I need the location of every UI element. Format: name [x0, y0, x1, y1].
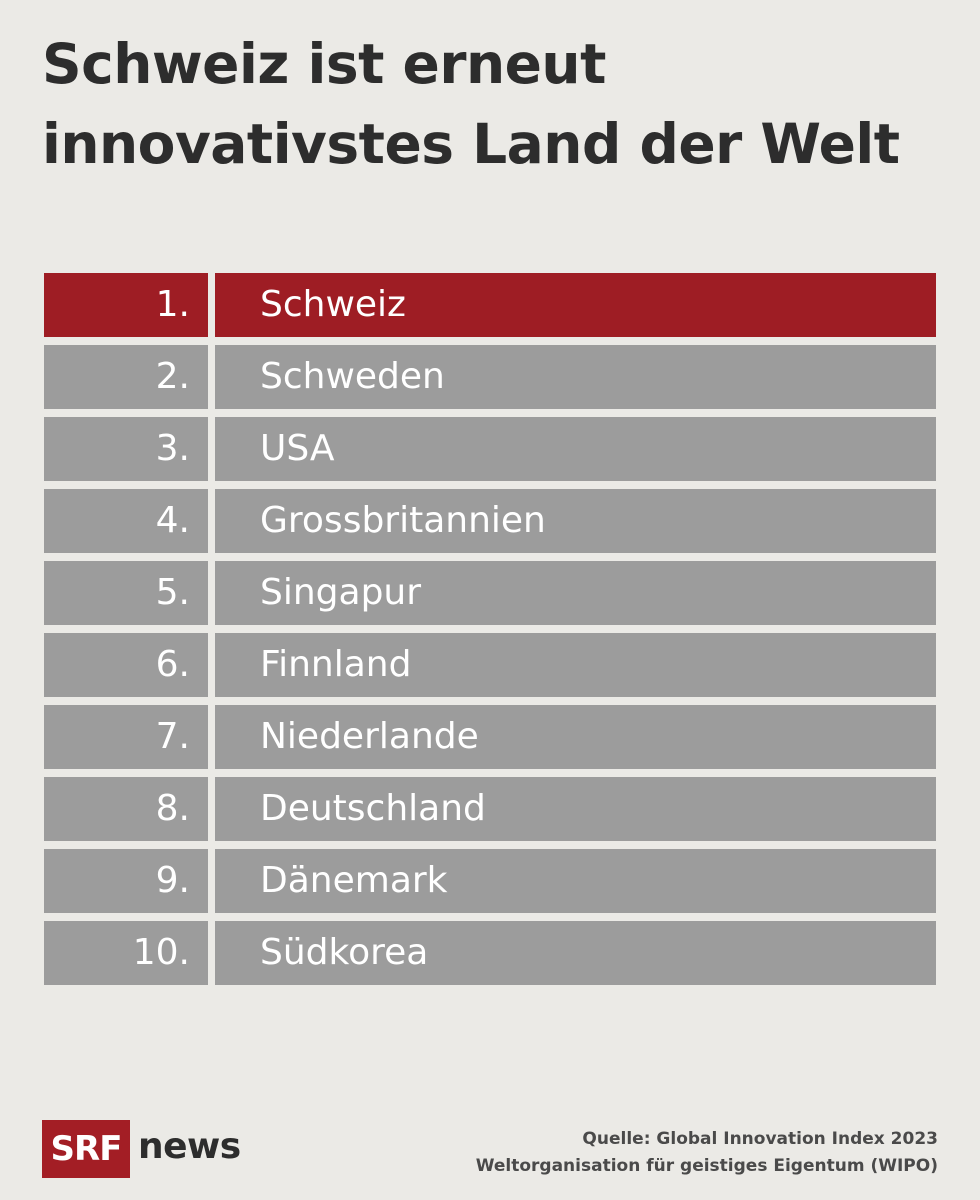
country-cell: USA — [215, 417, 936, 481]
rank-cell: 6. — [44, 633, 208, 697]
country-cell: Finnland — [215, 633, 936, 697]
rank-cell: 9. — [44, 849, 208, 913]
ranking-row: 2. Schweden — [44, 345, 936, 409]
ranking-row: 5. Singapur — [44, 561, 936, 625]
ranking-row: 10. Südkorea — [44, 921, 936, 985]
source-note: Quelle: Global Innovation Index 2023 Wel… — [476, 1126, 938, 1180]
rank-cell: 10. — [44, 921, 208, 985]
rank-cell: 3. — [44, 417, 208, 481]
ranking-row: 4. Grossbritannien — [44, 489, 936, 553]
ranking-row: 6. Finnland — [44, 633, 936, 697]
rank-cell: 5. — [44, 561, 208, 625]
ranking-row: 7. Niederlande — [44, 705, 936, 769]
rank-cell: 7. — [44, 705, 208, 769]
ranking-row: 3. USA — [44, 417, 936, 481]
country-cell: Singapur — [215, 561, 936, 625]
ranking-row: 8. Deutschland — [44, 777, 936, 841]
country-cell: Südkorea — [215, 921, 936, 985]
rank-cell: 8. — [44, 777, 208, 841]
ranking-row: 1. Schweiz — [44, 273, 936, 337]
rank-cell: 4. — [44, 489, 208, 553]
rank-cell: 1. — [44, 273, 208, 337]
news-wordmark: news — [138, 1126, 241, 1167]
country-cell: Grossbritannien — [215, 489, 936, 553]
source-line-1: Quelle: Global Innovation Index 2023 — [582, 1129, 938, 1149]
rank-cell: 2. — [44, 345, 208, 409]
source-line-2: Weltorganisation für geistiges Eigentum … — [475, 1156, 938, 1176]
page-title: Schweiz ist erneut innovativstes Land de… — [42, 32, 900, 176]
srf-logo-box: SRF — [42, 1120, 130, 1178]
country-cell: Dänemark — [215, 849, 936, 913]
country-cell: Deutschland — [215, 777, 936, 841]
country-cell: Schweiz — [215, 273, 936, 337]
country-cell: Niederlande — [215, 705, 936, 769]
ranking-row: 9. Dänemark — [44, 849, 936, 913]
country-cell: Schweden — [215, 345, 936, 409]
